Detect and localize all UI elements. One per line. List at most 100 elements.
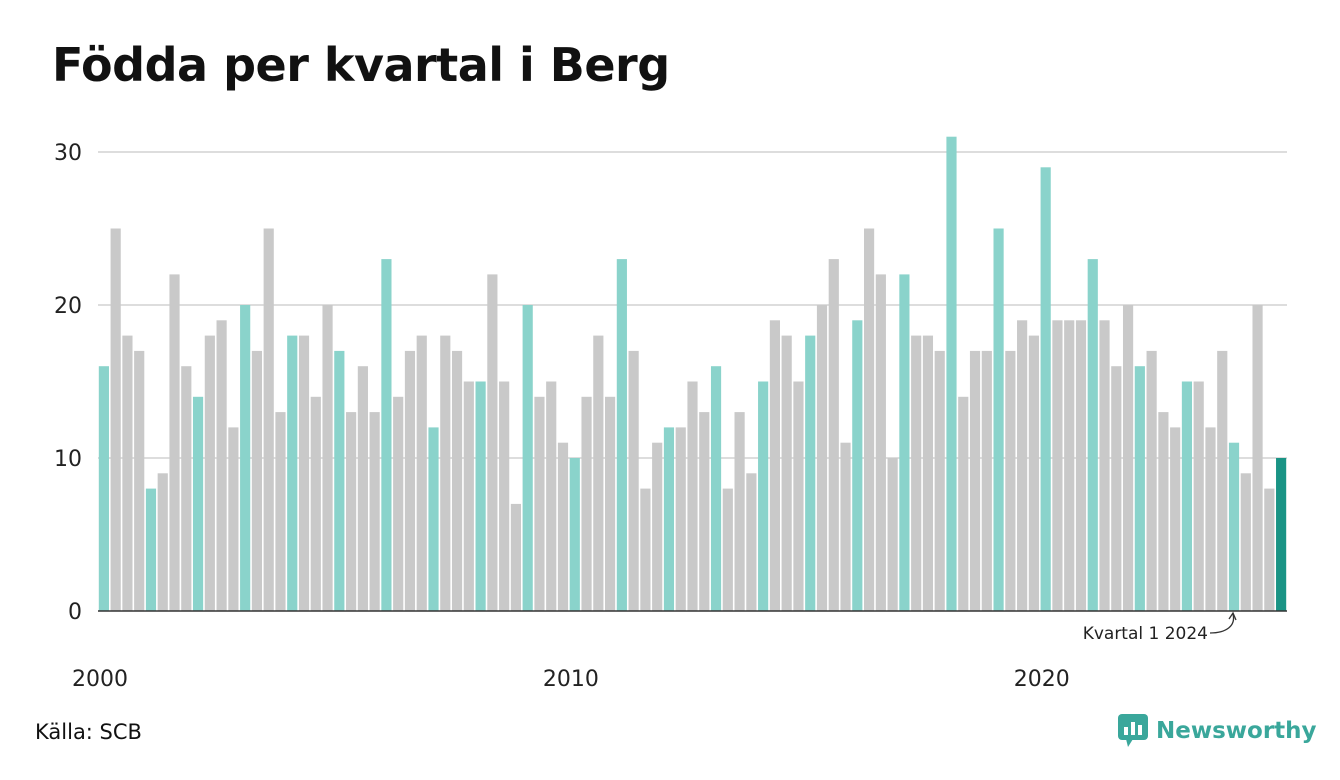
bar [840, 442, 851, 611]
y-tick-label: 20 [54, 294, 82, 319]
bar [499, 381, 510, 611]
bar [463, 381, 474, 611]
bar [346, 412, 357, 611]
bar [487, 274, 498, 611]
axes: 0 10 20 30 2000 2010 2020 [54, 141, 1287, 692]
y-tick-label: 30 [54, 141, 82, 166]
bar [687, 381, 698, 611]
bar [1264, 488, 1275, 611]
bar [557, 442, 569, 611]
x-tick-label: 2010 [543, 667, 599, 692]
bar [981, 350, 992, 611]
bar [1028, 335, 1039, 611]
bar [946, 136, 957, 611]
bar [675, 427, 686, 611]
bar [134, 350, 145, 611]
chart-title: Födda per kvartal i Berg [52, 38, 670, 92]
bar [911, 335, 922, 611]
bar [1240, 473, 1251, 611]
bar [416, 335, 427, 611]
bar [699, 412, 710, 611]
bar [357, 366, 368, 611]
brand-name: Newsworthy [1156, 718, 1317, 744]
bar [746, 473, 757, 611]
bar [169, 274, 180, 611]
bar [522, 305, 533, 611]
bar [334, 350, 345, 611]
bar [240, 305, 251, 611]
bar [640, 488, 651, 611]
bar [852, 320, 863, 611]
bar [1134, 366, 1145, 611]
bar [1228, 442, 1240, 611]
bar [145, 488, 157, 611]
bar [969, 350, 981, 611]
bar [251, 350, 263, 611]
bar [1064, 320, 1075, 611]
bar [510, 503, 522, 611]
bar [440, 335, 451, 611]
bar [781, 335, 792, 611]
bar [1052, 320, 1063, 611]
y-tick-label: 10 [54, 447, 82, 472]
bar [1193, 381, 1204, 611]
bar [722, 488, 733, 611]
bar [298, 335, 310, 611]
newsworthy-chart-icon [1118, 714, 1148, 747]
bar [1111, 366, 1122, 611]
source-note: Källa: SCB [35, 720, 142, 744]
bar [393, 396, 404, 611]
bar [110, 228, 121, 611]
bar [581, 396, 592, 611]
bar [793, 381, 804, 611]
bar [1087, 259, 1098, 611]
bar [605, 396, 616, 611]
bar [451, 350, 463, 611]
bar [993, 228, 1004, 611]
bar [181, 366, 192, 611]
annotation-arrow [1209, 613, 1235, 634]
bar [122, 335, 133, 611]
bar [157, 473, 168, 611]
bar [369, 412, 380, 611]
bar [1276, 458, 1287, 611]
bar [428, 427, 439, 611]
bar [863, 228, 875, 611]
bar [769, 320, 780, 611]
bar [263, 228, 274, 611]
bar [805, 335, 816, 611]
bar [534, 396, 545, 611]
bar [875, 274, 886, 611]
bar [546, 381, 557, 611]
bar [192, 396, 204, 611]
bar-chart: 0 10 20 30 2000 2010 2020 Kvartal 1 2024 [54, 136, 1287, 692]
bar [381, 259, 392, 611]
annotation-label: Kvartal 1 2024 [1083, 624, 1208, 644]
annotation-arrowhead [1228, 611, 1237, 621]
bar [758, 381, 769, 611]
bar [934, 350, 945, 611]
bar [204, 335, 215, 611]
bar [1181, 381, 1193, 611]
bar [1040, 167, 1051, 612]
bar [1005, 350, 1016, 611]
x-tick-label: 2020 [1014, 667, 1070, 692]
annotation: Kvartal 1 2024 [1083, 611, 1237, 644]
bar [628, 350, 639, 611]
bar [1217, 350, 1228, 611]
y-tick-label: 0 [68, 600, 82, 625]
bar [287, 335, 298, 611]
bar [816, 305, 828, 611]
bar [616, 259, 627, 611]
bar [216, 320, 227, 611]
bar [958, 396, 969, 611]
bar [1205, 427, 1216, 611]
bar [98, 366, 109, 611]
bar [475, 381, 486, 611]
bar [652, 442, 663, 611]
bar [710, 366, 722, 611]
bar [1158, 412, 1169, 611]
bar [593, 335, 604, 611]
bar [1170, 427, 1181, 611]
bar [275, 412, 286, 611]
